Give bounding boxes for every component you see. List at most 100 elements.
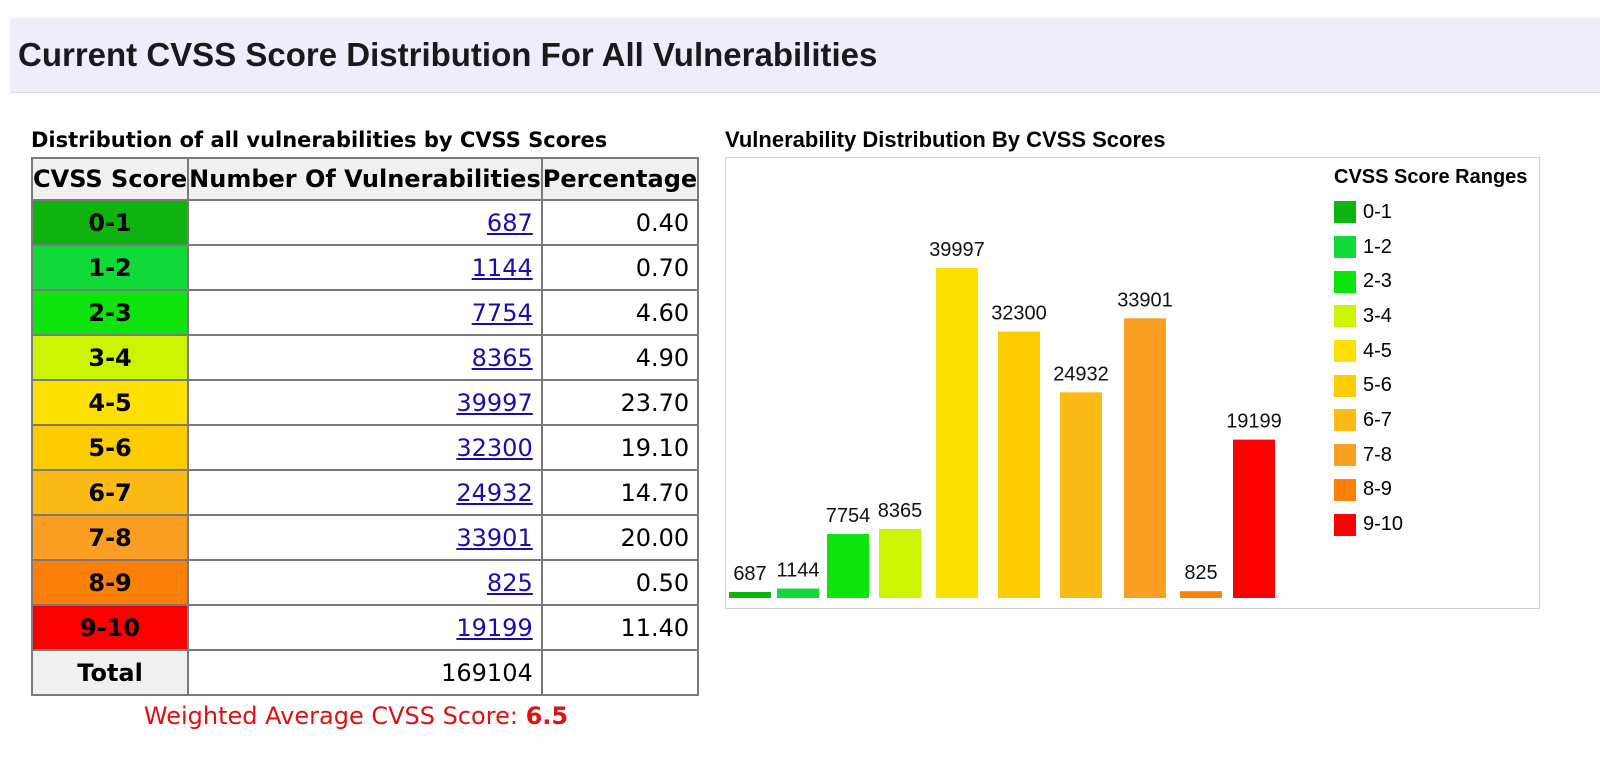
legend-swatch [1334,409,1356,432]
legend-swatch [1334,513,1356,536]
legend-label: 6-7 [1363,408,1392,431]
percentage-cell: 11.40 [540,604,700,651]
data-label-1-2: 1144 [776,560,819,582]
table-row: 0-1 687 0.40 [30,199,700,246]
total-value: 169104 [187,649,543,696]
legend-title: CVSS Score Ranges [1334,166,1528,188]
legend-label: 2-3 [1363,270,1392,293]
legend-swatch [1334,444,1356,467]
bar-4-5 [936,268,978,598]
data-label-4-5: 39997 [929,239,985,261]
table-title: Distribution of all vulnerabilities by C… [31,128,608,152]
count-cell: 39997 [187,379,543,426]
count-link[interactable]: 39997 [456,388,533,417]
legend-item: 1-2 [1334,230,1527,265]
count-cell: 32300 [187,424,543,471]
score-range-cell: 0-1 [30,199,190,246]
legend-label: 8-9 [1363,478,1392,501]
count-link[interactable]: 33901 [456,523,533,552]
legend-swatch [1334,201,1356,224]
data-label-6-7: 24932 [1053,363,1109,385]
bar-0-1 [729,592,771,598]
bar-2-3 [827,534,869,598]
distribution-table: CVSS Score Number Of Vulnerabilities Per… [30,157,700,696]
legend-item: 0-1 [1334,195,1527,230]
header-percentage: Percentage [540,157,700,201]
data-label-9-10: 19199 [1226,411,1282,433]
legend-item: 9-10 [1334,507,1527,542]
score-range-cell: 5-6 [30,424,190,471]
score-range-cell: 9-10 [30,604,190,651]
score-range-cell: 7-8 [30,514,190,561]
data-label-2-3: 7754 [826,505,871,527]
count-link[interactable]: 32300 [456,433,533,462]
legend-swatch [1334,374,1356,397]
legend-items: 0-1 1-2 2-3 3-4 4-5 5-6 6-7 7-8 8-9 9-10 [1334,195,1527,542]
count-link[interactable]: 7754 [471,298,533,327]
count-cell: 24932 [187,469,543,516]
legend-item: 5-6 [1334,368,1527,403]
count-link[interactable]: 1144 [471,253,533,282]
table-row: 1-2 1144 0.70 [30,244,700,291]
count-link[interactable]: 825 [486,568,533,597]
header-cvss-score: CVSS Score [30,157,190,201]
legend-item: 4-5 [1334,334,1527,369]
table-row: 7-8 33901 20.00 [30,514,700,561]
count-cell: 33901 [187,514,543,561]
percentage-cell: 23.70 [540,379,700,426]
count-cell: 1144 [187,244,543,291]
chart-title: Vulnerability Distribution By CVSS Score… [725,127,1166,152]
weighted-average-value: 6.5 [525,702,569,730]
bar-9-10 [1233,439,1275,598]
chart-area: 687 1144 7754 8365 39997 32300 24932 33901 825 19… [725,157,1540,609]
bar-7-8 [1124,318,1166,598]
bar-1-2 [777,588,819,598]
bar-3-4 [879,528,921,598]
table-row: 4-5 39997 23.70 [30,379,700,426]
legend-item: 8-9 [1334,473,1527,508]
count-cell: 19199 [187,604,543,651]
count-link[interactable]: 687 [486,208,533,237]
page-title: Current CVSS Score Distribution For All … [18,36,878,73]
score-range-cell: 2-3 [30,289,190,336]
legend-label: 3-4 [1363,304,1392,327]
count-link[interactable]: 8365 [471,343,533,372]
data-label-7-8: 33901 [1117,289,1173,311]
legend-label: 7-8 [1363,443,1392,466]
total-label: Total [30,649,190,696]
table-row: 5-6 32300 19.10 [30,424,700,471]
total-percent-empty [540,649,700,696]
table-row: 8-9 825 0.50 [30,559,700,606]
chart-legend: CVSS Score Ranges 0-1 1-2 2-3 3-4 4-5 5-6 6-7 7… [1334,166,1527,542]
bar-6-7 [1060,392,1102,598]
percentage-cell: 0.70 [540,244,700,291]
score-range-cell: 3-4 [30,334,190,381]
total-row: Total 169104 [30,649,700,696]
table-header-row: CVSS Score Number Of Vulnerabilities Per… [30,157,700,201]
legend-item: 2-3 [1334,264,1527,299]
count-link[interactable]: 19199 [456,613,533,642]
legend-swatch [1334,478,1356,501]
weighted-average: Weighted Average CVSS Score: 6.5 [0,702,712,730]
score-range-cell: 1-2 [30,244,190,291]
legend-label: 4-5 [1363,339,1392,362]
table-body: 0-1 687 0.40 1-2 1144 0.70 2-3 7754 4.60 3-4 8365 4… [30,199,700,651]
table-row: 9-10 19199 11.40 [30,604,700,651]
page-header: Current CVSS Score Distribution For All … [10,18,1600,93]
bar-8-9 [1180,591,1222,598]
count-link[interactable]: 24932 [456,478,533,507]
percentage-cell: 0.50 [540,559,700,606]
legend-label: 9-10 [1363,513,1404,536]
weighted-average-label: Weighted Average CVSS Score: [143,702,526,730]
data-label-3-4: 8365 [878,500,923,522]
table-row: 6-7 24932 14.70 [30,469,700,516]
legend-item: 7-8 [1334,438,1527,473]
count-cell: 687 [187,199,543,246]
percentage-cell: 0.40 [540,199,700,246]
legend-swatch [1334,236,1356,259]
bar-5-6 [998,331,1040,598]
score-range-cell: 6-7 [30,469,190,516]
percentage-cell: 4.60 [540,289,700,336]
count-cell: 825 [187,559,543,606]
legend-label: 1-2 [1363,235,1392,258]
